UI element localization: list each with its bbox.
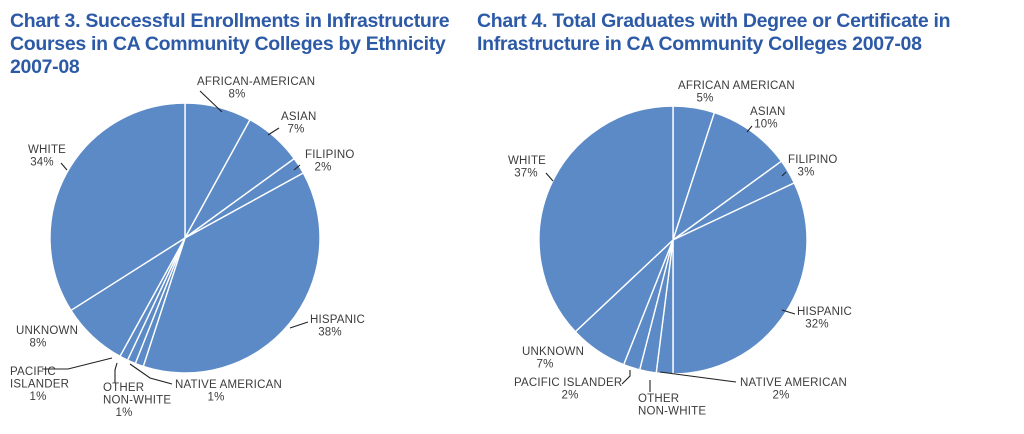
chart-3-label-unknown: UNKNOWN	[16, 325, 78, 337]
chart-3-value-native-american: 1%	[207, 392, 224, 404]
chart-4-title: Chart 4. Total Graduates with Degree or …	[477, 10, 951, 56]
chart-3-leader-native-american	[129, 363, 173, 385]
chart-4-value-asian: 10%	[754, 119, 778, 131]
chart-4-label-pacific-islander: PACIFIC ISLANDER	[514, 377, 622, 389]
chart-3-label-pacific-islander: ISLANDER	[10, 379, 69, 391]
chart-4-value-pacific-islander: 2%	[561, 390, 578, 402]
chart-4-leader-pacific-islander	[621, 370, 631, 385]
chart-4-value-native-american: 2%	[772, 390, 789, 402]
chart-3-label-other-non-white: NON-WHITE	[103, 395, 171, 407]
chart-3-label-native-american: NATIVE AMERICAN	[175, 379, 282, 391]
chart-3-label-white: WHITE	[28, 144, 66, 156]
chart-3-value-asian: 7%	[287, 124, 304, 136]
chart-3-label-asian: ASIAN	[281, 111, 317, 123]
chart-3-value-pacific-islander: 1%	[29, 391, 46, 403]
chart-4-label-other-non-white: NON-WHITE	[638, 406, 706, 418]
chart-4-slice-asian	[671, 111, 783, 242]
chart-4-label-native-american: NATIVE AMERICAN	[740, 377, 847, 389]
chart-3-slice-hispanic	[142, 172, 321, 374]
chart-3-value-hispanic: 38%	[318, 327, 342, 339]
chart-3-value-white: 34%	[30, 157, 54, 169]
chart-4-leader-native-american	[659, 371, 737, 383]
chart-3-leader-pacific-islander	[42, 357, 113, 370]
chart-3-label-pacific-islander: PACIFIC	[10, 366, 56, 378]
chart-3-value-unknown: 8%	[29, 338, 46, 350]
chart-3-slice-white	[49, 102, 186, 312]
chart-3-pie: AFRICAN-AMERICAN8%ASIAN7%FILIPINO2%HISPA…	[10, 76, 365, 419]
chart-3-title-line: 2007-08	[10, 56, 80, 78]
chart-4-leader-white	[545, 172, 554, 182]
chart-4-value-filipino: 3%	[797, 167, 814, 179]
chart-4-label-filipino: FILIPINO	[788, 154, 838, 166]
chart-3-label-other-non-white: OTHER	[103, 382, 144, 394]
chart-4-title-line: Infrastructure in CA Community Colleges …	[477, 33, 922, 55]
chart-4-label-african-american: AFRICAN AMERICAN	[678, 80, 795, 92]
chart-3-label-african-american: AFRICAN-AMERICAN	[197, 76, 315, 88]
chart-4-value-unknown: 7%	[536, 359, 553, 371]
chart-3-title-line: Courses in CA Community Colleges by Ethn…	[10, 33, 446, 55]
chart-4-label-unknown: UNKNOWN	[522, 346, 584, 358]
chart-3-leader-white	[60, 162, 68, 171]
chart-4-label-asian: ASIAN	[750, 106, 786, 118]
chart-3-leader-other-non-white	[114, 362, 118, 383]
chart-4-leader-hispanic	[781, 309, 796, 315]
chart-3-value-african-american: 8%	[228, 89, 245, 101]
chart-4-value-white: 37%	[514, 168, 538, 180]
chart-4-value-hispanic: 32%	[805, 319, 829, 331]
chart-4-label-other-non-white: OTHER	[638, 393, 679, 405]
chart-3-title: Chart 3. Successful Enrollments in Infra…	[10, 10, 450, 79]
chart-4-leader-filipino	[781, 171, 787, 177]
chart-3-label-hispanic: HISPANIC	[310, 314, 365, 326]
chart-4-title-line: Chart 4. Total Graduates with Degree or …	[477, 10, 951, 32]
chart-3-title-line: Chart 3. Successful Enrollments in Infra…	[10, 10, 450, 32]
chart-4-label-hispanic: HISPANIC	[797, 306, 852, 318]
chart-3-value-other-non-white: 1%	[115, 407, 132, 419]
chart-3-leader-asian	[267, 127, 280, 136]
chart-3-leader-filipino	[293, 164, 301, 171]
chart-3-label-filipino: FILIPINO	[305, 149, 355, 161]
chart-4-label-white: WHITE	[508, 155, 546, 167]
chart-4-slice-white	[538, 105, 674, 333]
chart-3-value-filipino: 2%	[314, 162, 331, 174]
chart-4-value-african-american: 5%	[696, 93, 713, 105]
chart-3-leader-hispanic	[289, 321, 309, 329]
chart-3-leader-african-american	[199, 90, 223, 113]
chart-4-leader-asian	[746, 125, 753, 133]
